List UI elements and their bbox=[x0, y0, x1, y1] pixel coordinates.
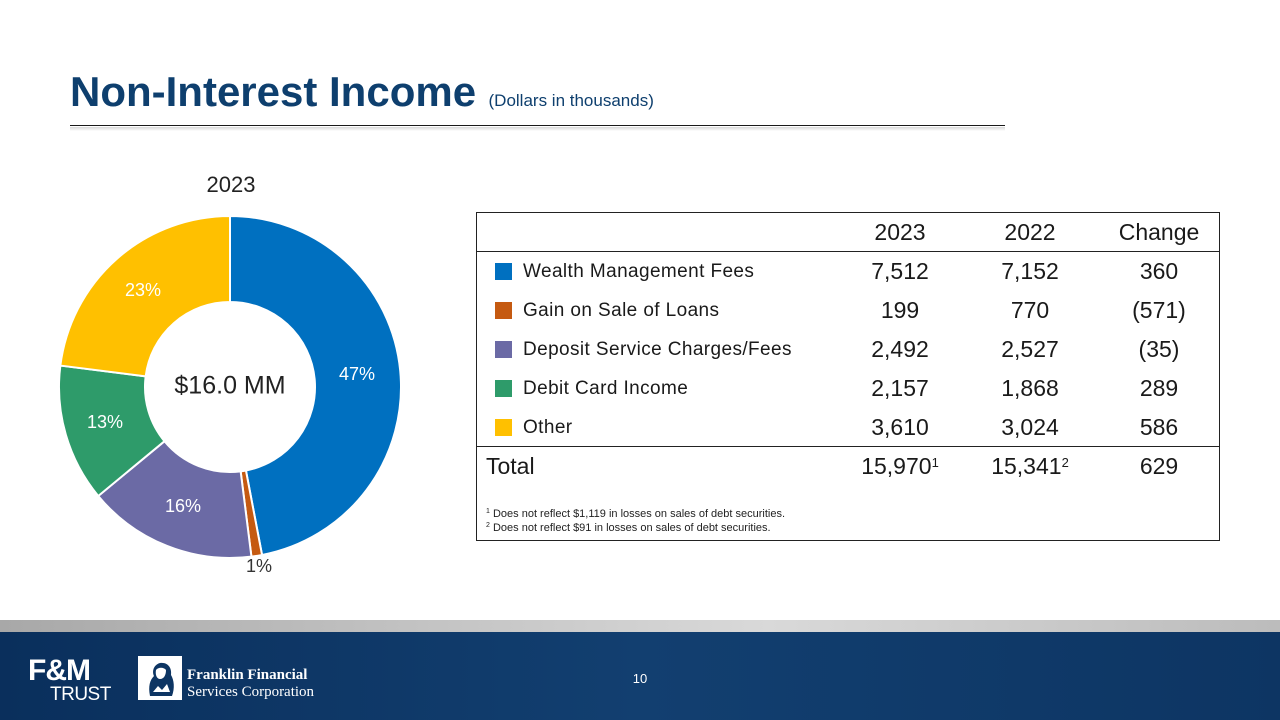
footnote-ref-1: 1 bbox=[931, 455, 939, 470]
header-change: Change bbox=[1118, 219, 1200, 245]
chart-title: 2023 bbox=[206, 172, 256, 197]
slide-title-block: Non-Interest Income (Dollars in thousand… bbox=[70, 68, 654, 116]
value-change: (571) bbox=[1132, 297, 1186, 323]
income-table: 2023 2022 Change Wealth Management Fees … bbox=[476, 212, 1220, 541]
legend-swatch bbox=[495, 419, 512, 436]
franklin-portrait-emblem bbox=[138, 656, 182, 700]
value-change: 360 bbox=[1139, 258, 1179, 284]
slice-data-label: 47% bbox=[339, 364, 375, 384]
legend-swatch bbox=[495, 341, 512, 358]
total-divider bbox=[477, 446, 1219, 447]
row-label: Deposit Service Charges/Fees bbox=[523, 339, 792, 360]
franklin-financial-logo: Franklin Financial Services Corporation bbox=[187, 667, 315, 700]
footnote-1: 1 Does not reflect $1,119 in losses on s… bbox=[486, 508, 786, 520]
value-2023: 7,512 bbox=[871, 258, 929, 284]
value-2023: 3,610 bbox=[871, 414, 929, 440]
total-2022: 15,3412 bbox=[991, 453, 1069, 479]
value-2023: 2,157 bbox=[871, 375, 929, 401]
header-2023: 2023 bbox=[874, 219, 926, 245]
row-label: Debit Card Income bbox=[523, 378, 689, 399]
page-subtitle: (Dollars in thousands) bbox=[488, 91, 654, 110]
slice-data-label: 13% bbox=[87, 412, 123, 432]
slice-data-label: 1% bbox=[246, 556, 272, 576]
footnote-2: 2 Does not reflect $91 in losses on sale… bbox=[486, 522, 771, 534]
header-divider bbox=[477, 251, 1219, 252]
value-2022: 2,527 bbox=[1001, 336, 1059, 362]
fm-trust-logo: F&M TRUST bbox=[28, 654, 111, 705]
legend-swatch bbox=[495, 263, 512, 280]
value-change: (35) bbox=[1138, 336, 1180, 362]
page-number: 10 bbox=[632, 671, 648, 686]
donut-chart: 47% 1% 16% 13% 23% $16.0 MM bbox=[58, 214, 402, 576]
slice-data-label: 16% bbox=[165, 496, 201, 516]
footer bbox=[0, 632, 1280, 720]
header-2022: 2022 bbox=[1004, 219, 1056, 245]
total-row: Total 15,9701 15,3412 629 bbox=[477, 447, 1219, 486]
footer-accent-band bbox=[0, 620, 1280, 632]
total-change: 629 bbox=[1139, 453, 1179, 479]
value-2023: 199 bbox=[880, 297, 920, 323]
legend-swatch bbox=[495, 380, 512, 397]
value-change: 289 bbox=[1139, 375, 1179, 401]
title-divider-shadow bbox=[70, 127, 1005, 131]
value-2022: 770 bbox=[1010, 297, 1050, 323]
donut-center-label: $16.0 MM bbox=[174, 372, 285, 400]
table-row: Deposit Service Charges/Fees 2,492 2,527… bbox=[477, 330, 1219, 369]
page-title: Non-Interest Income bbox=[70, 68, 477, 115]
table-row: Other 3,610 3,024 586 bbox=[477, 408, 1219, 447]
slice-other bbox=[59, 214, 231, 378]
slice-data-label: 23% bbox=[125, 280, 161, 300]
footnote-ref-2: 2 bbox=[1061, 455, 1069, 470]
total-2023: 15,9701 bbox=[861, 453, 939, 479]
value-2022: 7,152 bbox=[1001, 258, 1059, 284]
row-label: Wealth Management Fees bbox=[523, 261, 755, 282]
table-row: Gain on Sale of Loans 199 770 (571) bbox=[477, 291, 1219, 330]
legend-swatch bbox=[495, 302, 512, 319]
total-label: Total bbox=[486, 453, 535, 479]
value-2023: 2,492 bbox=[871, 336, 929, 362]
value-2022: 1,868 bbox=[1001, 375, 1059, 401]
slice-wealth-management bbox=[229, 214, 402, 557]
table-row: Wealth Management Fees 7,512 7,152 360 bbox=[477, 252, 1219, 291]
value-change: 586 bbox=[1139, 414, 1179, 440]
row-label: Other bbox=[523, 417, 573, 438]
row-label: Gain on Sale of Loans bbox=[523, 300, 720, 321]
value-2022: 3,024 bbox=[1001, 414, 1059, 440]
title-divider bbox=[70, 125, 1005, 126]
table-row: Debit Card Income 2,157 1,868 289 bbox=[477, 369, 1219, 408]
